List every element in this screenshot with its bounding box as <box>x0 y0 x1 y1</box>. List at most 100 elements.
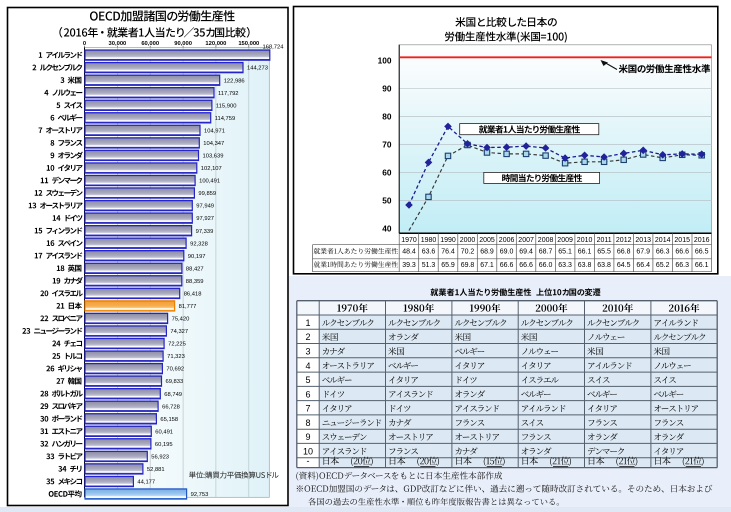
svg-text:67.1: 67.1 <box>480 262 494 269</box>
svg-text:56,923: 56,923 <box>151 455 169 461</box>
svg-text:102,107: 102,107 <box>201 166 222 172</box>
svg-text:70.2: 70.2 <box>461 248 475 255</box>
svg-text:8: 8 <box>305 418 310 428</box>
svg-text:44,177: 44,177 <box>137 480 155 486</box>
svg-text:7: 7 <box>305 404 310 414</box>
svg-text:68.9: 68.9 <box>480 248 494 255</box>
svg-text:48.4: 48.4 <box>402 248 416 255</box>
svg-text:74,327: 74,327 <box>170 329 188 335</box>
svg-text:2: 2 <box>305 332 310 342</box>
svg-text:60,195: 60,195 <box>155 442 173 448</box>
svg-text:67.9: 67.9 <box>636 248 650 255</box>
svg-text:66.1: 66.1 <box>578 248 592 255</box>
svg-text:6: 6 <box>305 389 310 399</box>
svg-text:1990: 1990 <box>440 237 456 244</box>
svg-text:69.0: 69.0 <box>500 248 514 255</box>
svg-text:65,158: 65,158 <box>160 417 178 423</box>
svg-text:69,833: 69,833 <box>166 379 184 385</box>
svg-text:100: 100 <box>378 55 392 65</box>
svg-text:66.3: 66.3 <box>656 248 670 255</box>
svg-text:10: 10 <box>303 446 313 456</box>
svg-text:117,792: 117,792 <box>218 91 239 97</box>
svg-text:150,000: 150,000 <box>238 41 259 47</box>
svg-text:2011: 2011 <box>597 237 612 244</box>
svg-text:60,491: 60,491 <box>155 429 173 435</box>
svg-text:66.6: 66.6 <box>675 248 689 255</box>
svg-text:92,328: 92,328 <box>190 241 208 247</box>
svg-text:2015: 2015 <box>674 237 690 244</box>
svg-text:0: 0 <box>83 41 86 47</box>
svg-text:81,777: 81,777 <box>179 304 197 310</box>
svg-text:69.8: 69.8 <box>461 262 475 269</box>
svg-text:97,339: 97,339 <box>196 229 214 235</box>
svg-text:66.8: 66.8 <box>617 248 631 255</box>
svg-text:72,225: 72,225 <box>168 342 186 348</box>
svg-text:168,724: 168,724 <box>263 44 285 50</box>
svg-text:2006: 2006 <box>499 237 515 244</box>
svg-text:68.7: 68.7 <box>539 248 553 255</box>
svg-text:30,000: 30,000 <box>109 41 127 47</box>
svg-text:-: - <box>307 456 310 466</box>
svg-text:2010: 2010 <box>577 237 593 244</box>
svg-text:63.8: 63.8 <box>597 262 611 269</box>
svg-text:9: 9 <box>305 432 310 442</box>
svg-text:88,359: 88,359 <box>186 279 204 285</box>
svg-text:100,491: 100,491 <box>199 179 220 185</box>
svg-text:144,273: 144,273 <box>247 66 268 72</box>
svg-text:2009: 2009 <box>557 237 573 244</box>
svg-text:39.3: 39.3 <box>402 262 416 269</box>
svg-text:2014: 2014 <box>655 237 671 244</box>
svg-text:65.2: 65.2 <box>656 262 670 269</box>
svg-text:97,927: 97,927 <box>196 216 214 222</box>
svg-text:1: 1 <box>305 318 310 328</box>
svg-text:103,639: 103,639 <box>203 154 224 160</box>
svg-text:52,881: 52,881 <box>147 467 165 473</box>
svg-text:76.4: 76.4 <box>441 248 455 255</box>
svg-text:66,728: 66,728 <box>162 404 180 410</box>
svg-text:114,759: 114,759 <box>215 116 236 122</box>
svg-text:1980: 1980 <box>421 237 437 244</box>
svg-text:99,859: 99,859 <box>198 191 216 197</box>
svg-text:75,420: 75,420 <box>172 317 190 323</box>
svg-text:70: 70 <box>382 139 392 149</box>
svg-text:2000: 2000 <box>460 237 476 244</box>
svg-text:1970: 1970 <box>401 237 417 244</box>
svg-text:2008: 2008 <box>538 237 554 244</box>
svg-text:40: 40 <box>382 224 392 234</box>
svg-text:66.6: 66.6 <box>500 262 514 269</box>
svg-text:90,000: 90,000 <box>174 41 192 47</box>
svg-text:122,986: 122,986 <box>224 78 245 84</box>
svg-text:66.0: 66.0 <box>539 262 553 269</box>
svg-text:66.5: 66.5 <box>695 248 709 255</box>
svg-text:2007: 2007 <box>518 237 534 244</box>
svg-text:65.1: 65.1 <box>558 248 572 255</box>
svg-text:50: 50 <box>382 196 392 206</box>
svg-text:60: 60 <box>382 168 392 178</box>
svg-text:104,347: 104,347 <box>203 141 224 147</box>
svg-text:69.4: 69.4 <box>519 248 533 255</box>
svg-text:2013: 2013 <box>635 237 651 244</box>
svg-text:66.6: 66.6 <box>519 262 533 269</box>
svg-text:2005: 2005 <box>479 237 495 244</box>
svg-text:86,418: 86,418 <box>184 292 202 298</box>
svg-text:71,323: 71,323 <box>167 354 185 360</box>
svg-text:4: 4 <box>305 361 310 371</box>
svg-text:97,949: 97,949 <box>196 204 214 210</box>
svg-text:66.3: 66.3 <box>675 262 689 269</box>
svg-text:66.4: 66.4 <box>636 262 650 269</box>
svg-text:88,427: 88,427 <box>186 266 204 272</box>
svg-text:90: 90 <box>382 83 392 93</box>
svg-text:2012: 2012 <box>616 237 632 244</box>
svg-text:65.9: 65.9 <box>441 262 455 269</box>
svg-text:66.1: 66.1 <box>695 262 709 269</box>
svg-text:115,900: 115,900 <box>216 103 237 109</box>
svg-text:68,749: 68,749 <box>164 392 182 398</box>
svg-text:51.3: 51.3 <box>422 262 436 269</box>
svg-text:65.5: 65.5 <box>597 248 611 255</box>
svg-text:2016: 2016 <box>694 237 710 244</box>
svg-text:64.5: 64.5 <box>617 262 631 269</box>
svg-text:60,000: 60,000 <box>141 41 159 47</box>
svg-text:63.8: 63.8 <box>578 262 592 269</box>
svg-text:80: 80 <box>382 111 392 121</box>
svg-text:63.6: 63.6 <box>422 248 436 255</box>
